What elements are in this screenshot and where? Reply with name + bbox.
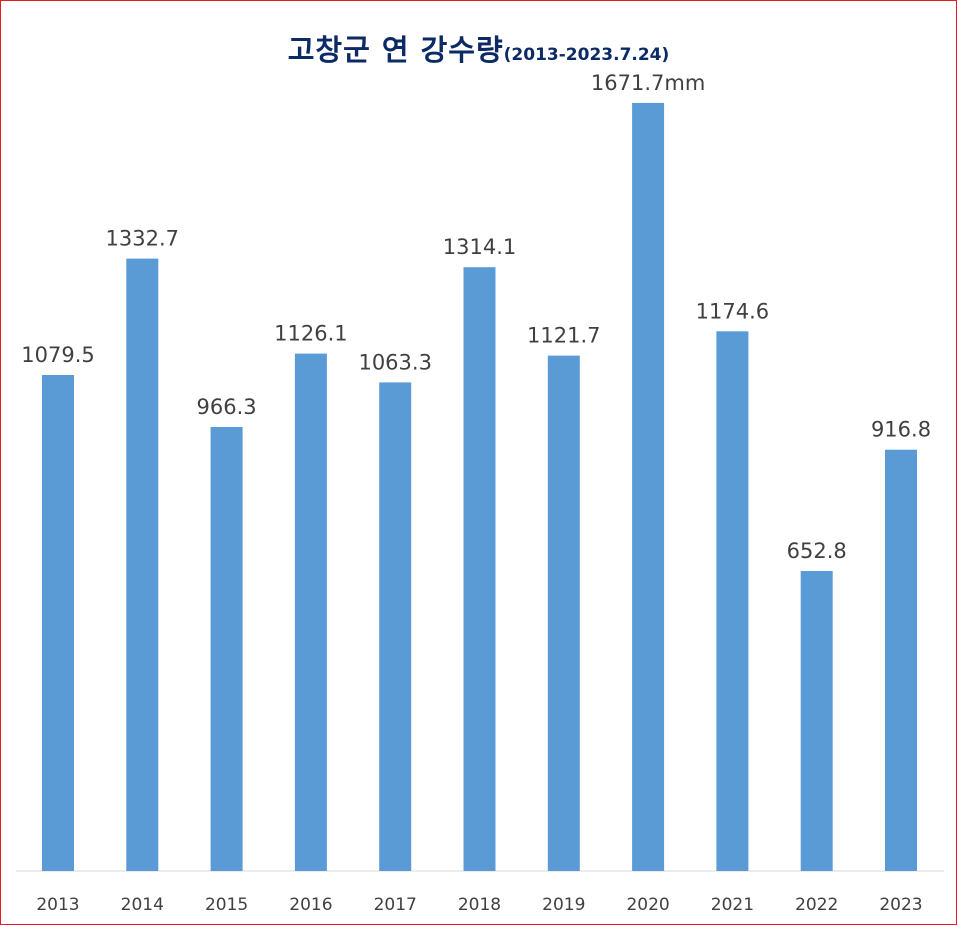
- x-tick-label-2016: 2016: [289, 895, 332, 915]
- data-label-2022: 652.8: [787, 539, 847, 563]
- bar-2022: [800, 571, 833, 871]
- x-tick-label-2015: 2015: [205, 895, 248, 915]
- bar-2017: [379, 382, 412, 871]
- x-tick-label-2013: 2013: [36, 895, 79, 915]
- bar-2014: [126, 258, 159, 872]
- bar-2016: [294, 353, 327, 872]
- x-tick-label-2021: 2021: [711, 895, 754, 915]
- x-tick-label-2022: 2022: [795, 895, 838, 915]
- data-label-2015: 966.3: [197, 395, 257, 419]
- data-label-2018: 1314.1: [443, 235, 516, 259]
- x-tick-label-2018: 2018: [458, 895, 501, 915]
- x-tick-label-2020: 2020: [626, 895, 669, 915]
- data-label-2017: 1063.3: [358, 350, 431, 374]
- data-label-2016: 1126.1: [274, 322, 347, 346]
- bar-2023: [885, 449, 917, 871]
- bar-2020: [632, 102, 665, 871]
- bar-2021: [716, 331, 749, 871]
- x-tick-label-2019: 2019: [542, 895, 585, 915]
- data-label-2023: 916.8: [871, 418, 931, 442]
- data-label-2021: 1174.6: [696, 299, 769, 323]
- bar-2013: [42, 375, 74, 871]
- data-label-2013: 1079.5: [21, 343, 94, 367]
- x-tick-label-2023: 2023: [879, 895, 922, 915]
- data-label-2020: 1671.7mm: [591, 71, 705, 95]
- bar-2018: [463, 267, 496, 871]
- chart-subtitle: (2013-2023.7.24): [503, 45, 670, 65]
- bar-2015: [210, 427, 243, 871]
- x-tick-label-2014: 2014: [121, 895, 164, 915]
- x-tick-label-2017: 2017: [374, 895, 417, 915]
- data-label-2019: 1121.7: [527, 324, 600, 348]
- data-label-2014: 1332.7: [106, 227, 179, 251]
- chart-title: 고창군 연 강수량(2013-2023.7.24): [1, 27, 956, 69]
- bar-2019: [547, 355, 580, 872]
- chart-title-main: 고창군 연 강수량: [287, 33, 504, 67]
